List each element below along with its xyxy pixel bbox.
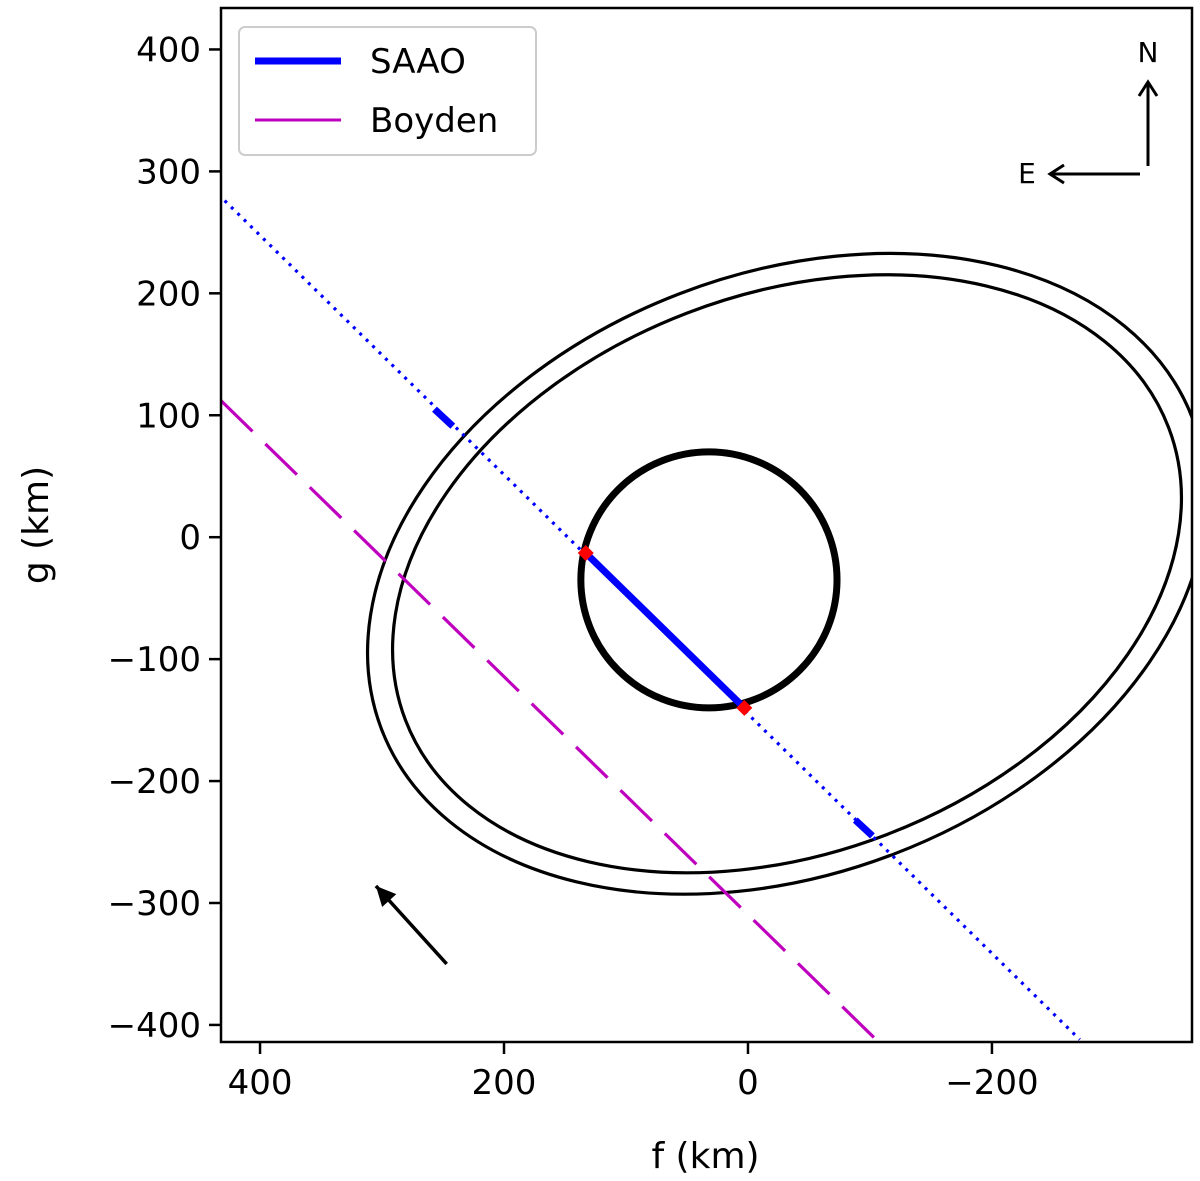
y-tick-label-7: −300 bbox=[108, 884, 201, 924]
saao-solid-chord-2 bbox=[432, 406, 456, 429]
y-tick-label-6: −200 bbox=[108, 762, 201, 802]
inner-ring-ellipse bbox=[390, 273, 1184, 875]
plot-area bbox=[221, 199, 1192, 1041]
x-tick-label-0: 400 bbox=[228, 1063, 293, 1103]
x-axis-label: f (km) bbox=[651, 1136, 759, 1177]
legend-label-saao: SAAO bbox=[370, 42, 466, 82]
legend-label-boyden: Boyden bbox=[370, 101, 498, 141]
body-circle bbox=[577, 448, 841, 712]
legend: SAAO Boyden bbox=[238, 26, 537, 156]
compass: N E bbox=[1018, 36, 1158, 190]
y-tick-label-1: 300 bbox=[136, 152, 201, 192]
outer-ring-ellipse bbox=[365, 251, 1192, 896]
compass-east-arrowhead bbox=[1047, 163, 1065, 185]
x-tick-label-1: 200 bbox=[472, 1063, 537, 1103]
y-tick-label-5: −100 bbox=[108, 640, 201, 680]
axes: 400 200 0 −200 400 300 200 100 0 −100 −200 −300 −400… bbox=[16, 30, 1039, 1177]
y-tick-label-0: 400 bbox=[136, 30, 201, 70]
x-tick-label-3: −200 bbox=[945, 1063, 1038, 1103]
plot-frame bbox=[219, 6, 1194, 1044]
saao-dotted-chord-0 bbox=[223, 199, 1081, 1041]
y-axis-label: g (km) bbox=[16, 466, 57, 584]
compass-east-label: E bbox=[1018, 157, 1036, 190]
contact-point-1 bbox=[736, 699, 753, 716]
y-tick-label-3: 100 bbox=[136, 396, 201, 436]
motion-arrow-head bbox=[375, 885, 397, 908]
contact-point-0 bbox=[577, 545, 594, 562]
boyden-dashed-chord-4 bbox=[221, 399, 878, 1041]
y-tick-label-2: 200 bbox=[136, 274, 201, 314]
compass-north-label: N bbox=[1138, 36, 1159, 69]
y-tick-label-4: 0 bbox=[179, 518, 201, 558]
compass-north-arrowhead bbox=[1137, 79, 1159, 97]
saao-solid-chord-1 bbox=[583, 550, 747, 711]
x-tick-label-2: 0 bbox=[737, 1063, 759, 1103]
y-tick-label-8: −400 bbox=[108, 1006, 201, 1046]
saao-solid-chord-3 bbox=[852, 817, 875, 839]
